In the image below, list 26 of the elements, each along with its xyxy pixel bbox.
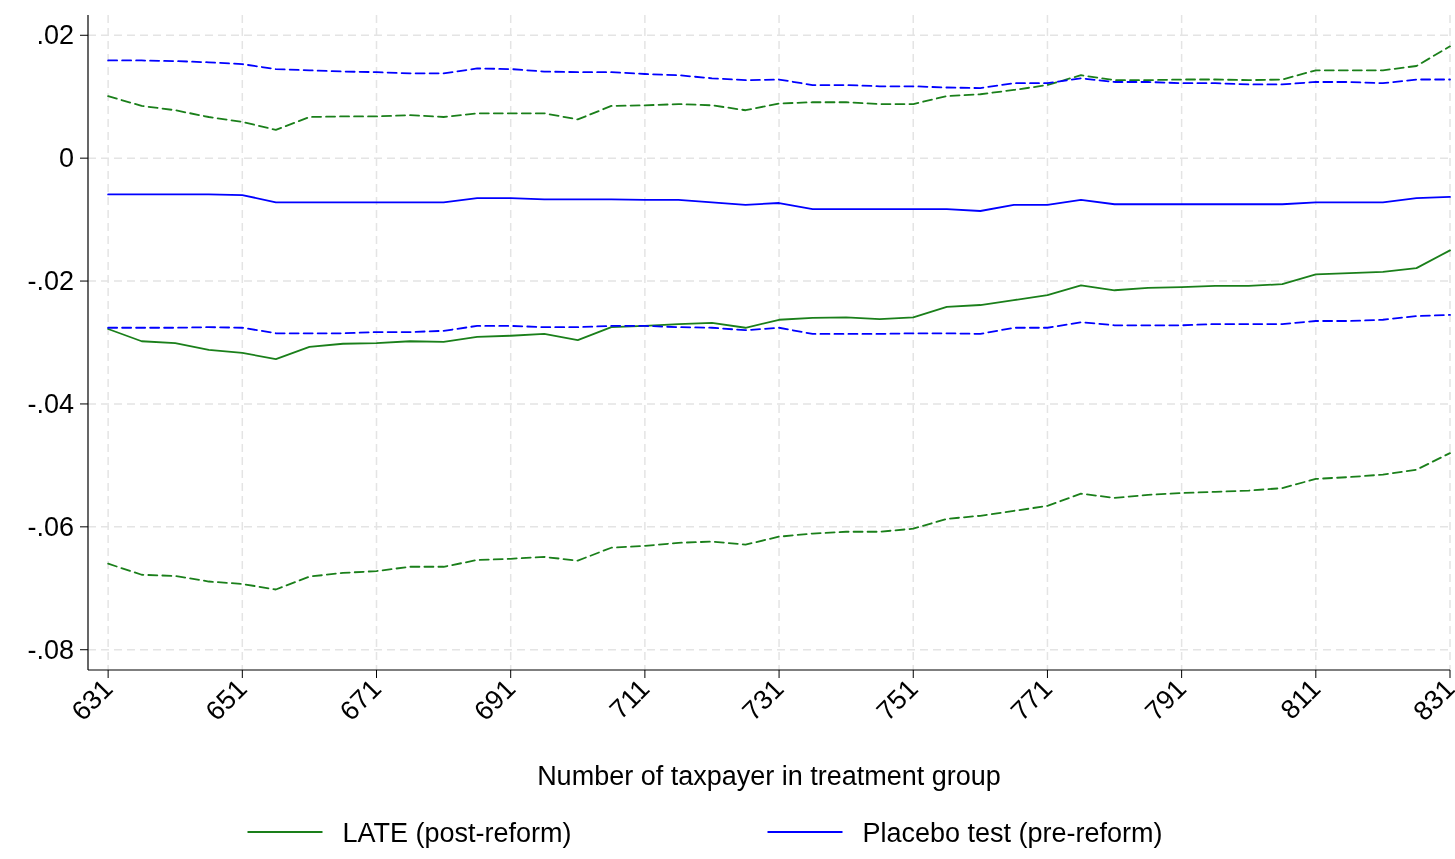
legend-label: Placebo test (pre-reform)	[862, 818, 1163, 848]
x-tick-label: 811	[1274, 673, 1327, 726]
x-tick-label: 791	[1139, 673, 1193, 727]
line-series	[107, 193, 1451, 212]
x-tick-label: 711	[603, 673, 656, 726]
line-series	[107, 59, 1451, 90]
line-series	[107, 452, 1451, 591]
line-series	[107, 45, 1451, 131]
x-axis-title: Number of taxpayer in treatment group	[537, 761, 1001, 791]
x-tick-label: 671	[334, 673, 388, 727]
y-tick-label: -.08	[27, 634, 74, 665]
x-tick-label: 631	[65, 673, 119, 727]
x-tick-label: 731	[736, 673, 790, 727]
x-tick-label: 751	[870, 673, 924, 727]
y-tick-label: 0	[58, 143, 74, 174]
y-tick-label: -.06	[27, 511, 74, 542]
line-series	[107, 313, 1451, 335]
y-tick-label: .02	[36, 20, 74, 51]
x-tick-label: 691	[468, 673, 522, 727]
x-tick-label: 651	[199, 673, 253, 727]
y-tick-label: -.04	[27, 388, 74, 419]
x-tick-label: 771	[1004, 673, 1059, 727]
y-tick-label: -.02	[27, 266, 74, 297]
x-tick-label: 831	[1407, 673, 1455, 727]
legend-label: LATE (post-reform)	[342, 818, 572, 848]
line-series	[107, 249, 1451, 360]
